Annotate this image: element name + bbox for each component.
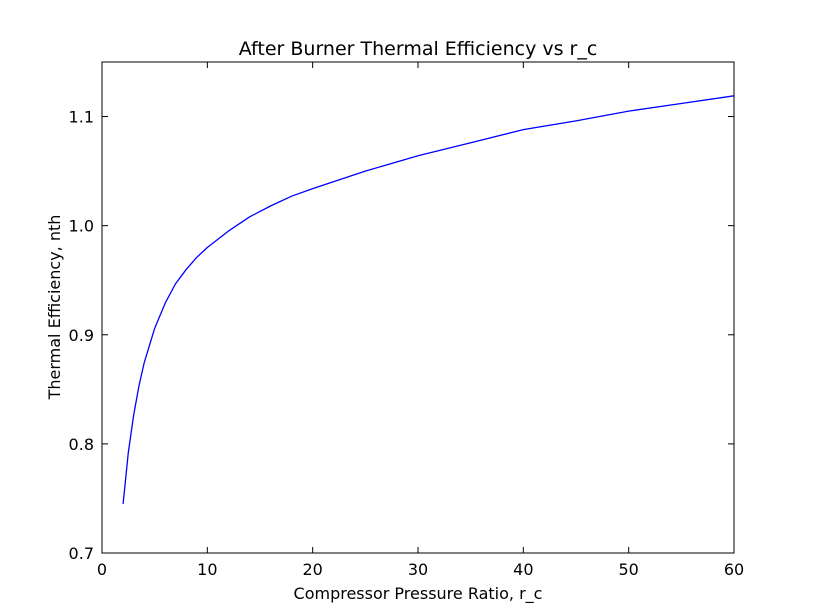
y-tick-label: 0.7 bbox=[69, 544, 94, 563]
plot-frame bbox=[101, 61, 735, 554]
y-tick-label: 0.9 bbox=[69, 326, 94, 345]
x-tick-label: 40 bbox=[513, 560, 533, 579]
x-tick-label: 10 bbox=[197, 560, 217, 579]
y-tick-label: 0.8 bbox=[69, 435, 94, 454]
x-axis-label: Compressor Pressure Ratio, r_c bbox=[294, 584, 543, 604]
series-group bbox=[122, 95, 735, 504]
y-tick-label: 1.1 bbox=[69, 108, 94, 127]
x-tick-label: 0 bbox=[97, 560, 107, 579]
ticks: 0 10 20 30 40 50 60 0.7 0.8 0.9 1.0 1.1 bbox=[69, 62, 744, 579]
series-line bbox=[122, 95, 735, 504]
x-tick-label: 60 bbox=[724, 560, 744, 579]
x-tick-label: 50 bbox=[618, 560, 638, 579]
x-tick-label: 20 bbox=[302, 560, 322, 579]
x-tick-label: 30 bbox=[408, 560, 428, 579]
y-axis-label: Thermal Efficiency, nth bbox=[45, 215, 64, 401]
y-tick-label: 1.0 bbox=[69, 217, 94, 236]
chart-title: After Burner Thermal Efficiency vs r_c bbox=[239, 38, 598, 60]
